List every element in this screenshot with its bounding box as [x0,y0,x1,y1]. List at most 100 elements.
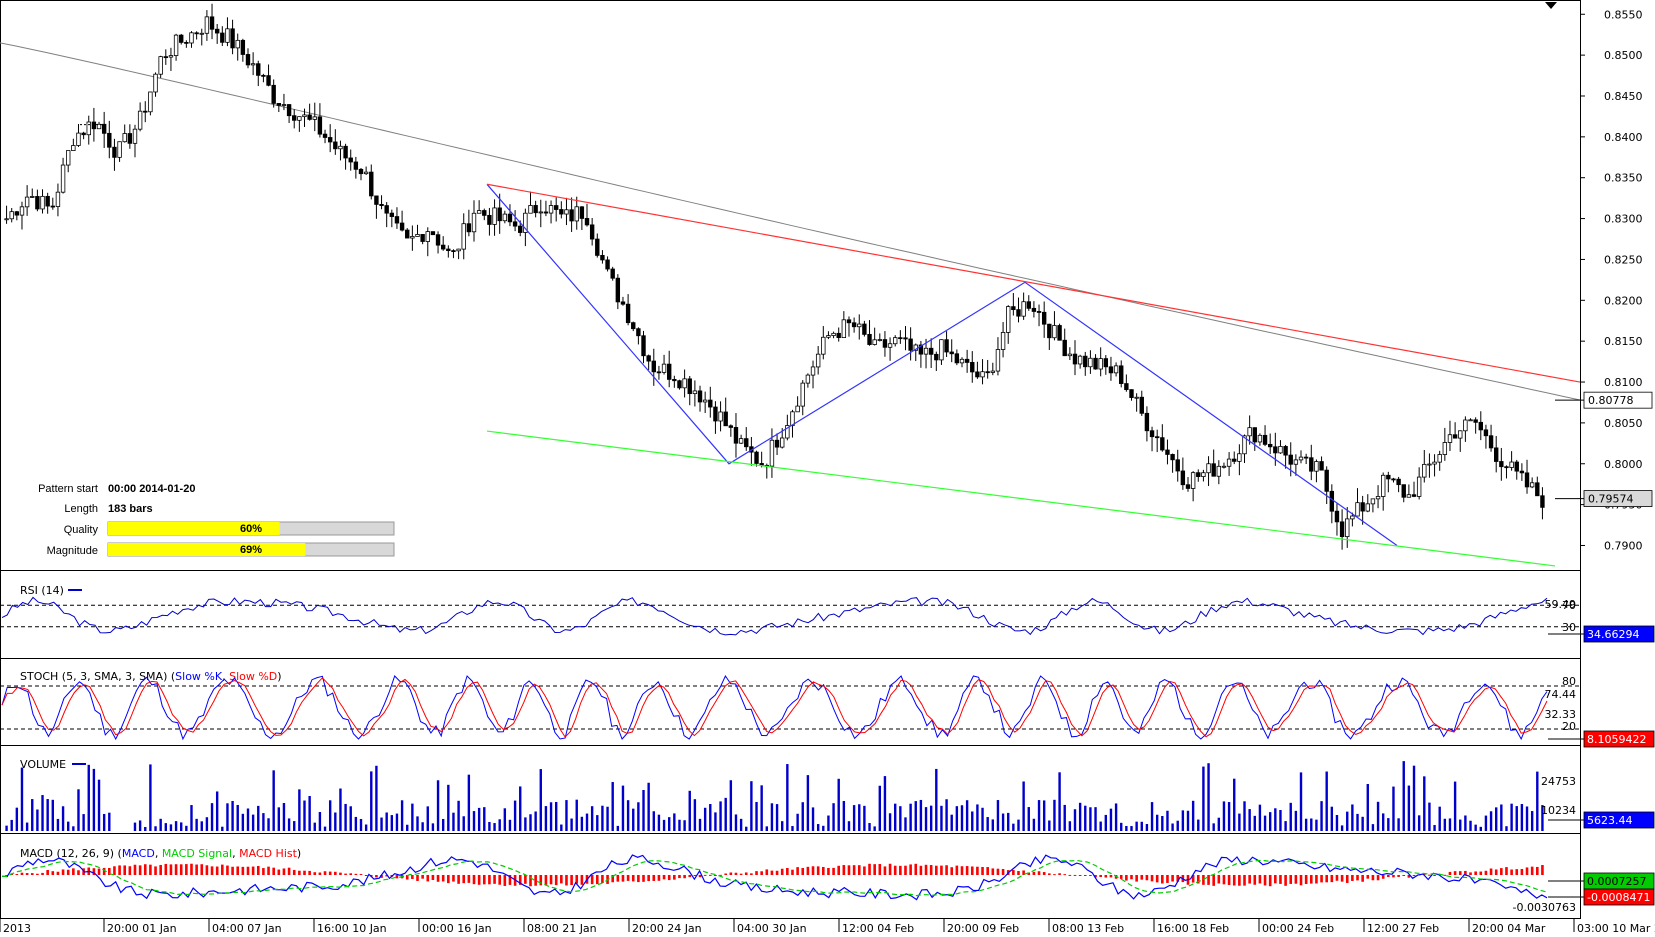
volume-bar [1387,818,1390,831]
macd-hist-bar [565,875,568,886]
macd-hist-bar [909,864,912,875]
macd-hist-bar [179,864,183,875]
candle-body [1293,459,1299,465]
candle-body [1083,355,1088,368]
magnitude-value: 69% [240,544,262,556]
volume-bar [991,819,995,831]
candle-body [1458,430,1463,439]
macd-hist-bar [1212,875,1215,886]
time-axis: 2013 20:00 01 Jan 04:00 07 Jan 16:00 10 Jan… [0,918,1655,935]
candle-body [584,218,590,226]
candle-body [1119,365,1124,384]
macd-hist-bar [1345,875,1349,883]
candle-body [19,206,25,216]
candle-body [1031,307,1037,312]
macd-hist-bar [1104,875,1108,878]
candle-body [1416,476,1422,497]
volume-bar [277,807,281,831]
macd-hist-bar [965,866,969,875]
volume-bar [873,826,876,831]
macd-hist-bar [775,870,779,875]
macd-hist-bar [1428,874,1431,876]
volume-bar [1197,819,1200,831]
candle-body [928,347,934,355]
macd-hist-bar [544,875,548,885]
volume-bar [1335,815,1339,831]
macd-hist-bar [1238,875,1241,886]
volume-bar [1525,806,1529,831]
pane-frames [0,0,1581,919]
volume-bar [354,816,358,831]
candle-body [1504,466,1509,469]
volume-bar [657,814,661,831]
volume-bar [791,826,794,831]
candle-body [137,110,143,130]
volume-bar [92,768,96,831]
candle-body [343,145,348,159]
macd-hist-bar [667,875,671,881]
volume-bar [508,819,512,831]
volume-bar [1191,800,1195,831]
macd-hist-bar [1484,870,1488,875]
candle-body [1468,419,1473,422]
macd-hist-bar [1304,875,1308,885]
macd-hist-bar [185,864,188,875]
volume-axis-high: 24753 [1541,775,1576,788]
moving-average-line [0,42,1581,401]
macd-hist-bar [508,875,512,885]
pattern-info-box: Pattern start 00:00 2014-01-20 Length 18… [38,483,395,557]
candle-body [1006,306,1011,333]
macd-hist-bar [1520,868,1524,875]
rsi-last-label: 34.66294 [1587,628,1640,641]
volume-bar [1541,805,1544,831]
candle-body [1134,396,1139,399]
volume-bar [236,804,239,831]
macd-hist-bar [981,866,984,875]
macd-hist-bar [590,875,594,885]
macd-hist-bar [1222,875,1226,885]
volume-bar [1469,820,1472,831]
volume-bar [1181,810,1185,831]
macd-hist-bar [359,873,363,875]
volume-bar [159,818,162,831]
macd-hist-bar [611,875,614,883]
candle-body [1047,323,1052,339]
volume-bar [1253,815,1256,831]
candle-body [857,323,862,328]
candle-body [1350,515,1355,520]
candle-body [872,339,877,345]
volume-bar [272,770,275,831]
candle-body [785,425,790,439]
volume-bar [344,803,347,831]
macd-hist-bar [991,868,995,875]
candle-body [286,104,292,117]
volume-bar [837,778,840,831]
candle-body [1463,419,1468,432]
macd-hist-bar [1289,875,1293,884]
volume-bar [616,825,620,831]
candle-body [384,205,389,214]
macd-hist-bar [1135,875,1138,882]
scroll-marker-icon[interactable] [1545,2,1557,9]
candle-body [96,123,102,130]
macd-hist-bar [462,875,466,884]
macd-hist-bar [5,875,8,876]
macd-hist-bar [1083,875,1087,876]
volume-bar [483,807,486,831]
volume-bar [1001,813,1005,831]
macd-hist-bar [56,871,60,875]
volume-last-label-box [1583,811,1655,829]
macd-hist-bar [863,866,866,875]
candle-body [1041,311,1047,325]
candle-body [1529,482,1535,488]
candle-body [728,425,734,428]
candle-body [523,212,528,233]
candle-body [780,437,785,448]
volume-bar [965,800,969,831]
candle-body [1375,496,1381,500]
price-tick-label: 0.8550 [1604,8,1643,21]
macd-hist-bar [560,875,563,884]
volume-bar [539,769,542,831]
macd-hist-bar [1171,875,1174,882]
candle-body [1494,447,1499,462]
